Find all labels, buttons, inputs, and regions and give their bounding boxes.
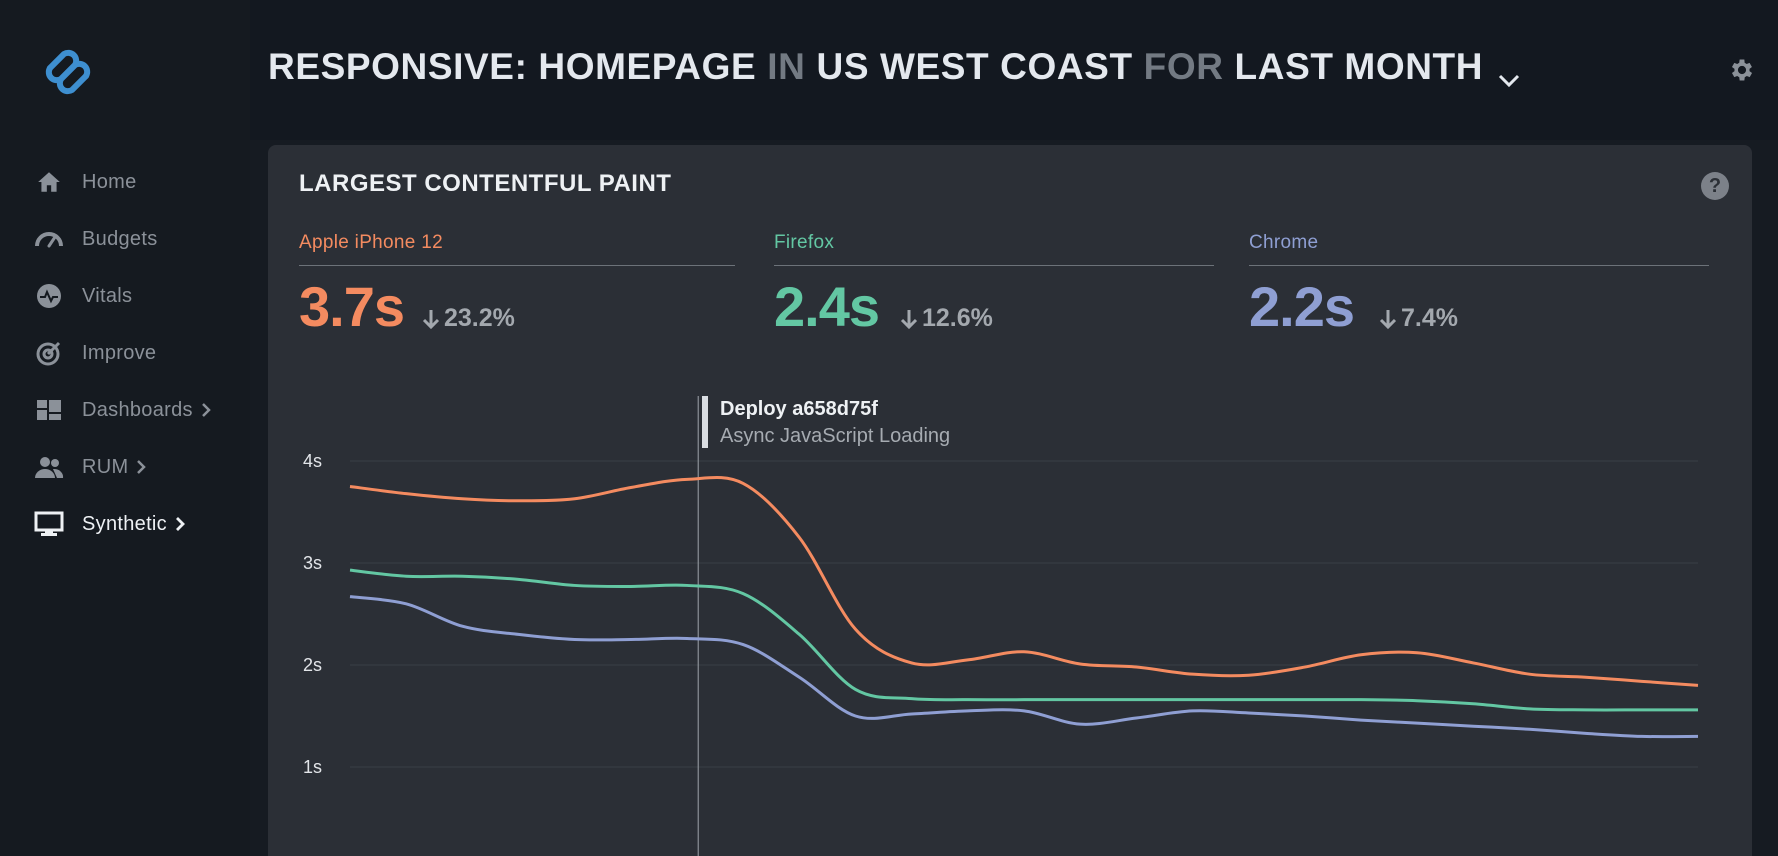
metric-value: 2.2s [1249,275,1355,338]
pulse-icon [34,281,64,311]
sidebar-item-label: Synthetic [82,512,167,535]
help-icon[interactable]: ? [1701,172,1729,200]
logo-icon[interactable] [36,40,100,104]
metric-delta-value: 12.6% [922,304,993,332]
divider [299,265,735,266]
metric-card: Apple iPhone 12 3.7s 23.2% [299,232,735,338]
title-connector-for: FOR [1143,46,1224,87]
page-title[interactable]: RESPONSIVE: HOMEPAGE IN US WEST COAST FO… [268,46,1521,88]
metric-name: Apple iPhone 12 [299,232,443,253]
gear-icon[interactable] [1728,56,1756,84]
chevron-down-icon[interactable] [1497,57,1521,88]
home-icon [34,167,64,197]
series-line-chrome[interactable] [349,595,1699,739]
arrow-down-icon [1379,309,1397,329]
deploy-marker[interactable] [702,396,708,448]
metric-value: 3.7s [299,275,405,338]
chevron-right-icon [136,457,150,477]
metric-card: Chrome 2.2s 7.4% [1249,232,1709,338]
y-tick-label: 3s [303,553,322,573]
title-region: US WEST COAST [816,46,1133,87]
monitor-icon [34,509,64,539]
deploy-subtitle: Async JavaScript Loading [720,425,951,447]
y-tick-label: 4s [303,451,322,471]
metric-delta: 23.2% [422,304,515,333]
sidebar-item-synthetic[interactable]: Synthetic [34,504,244,544]
series-line-apple-iphone-12[interactable] [349,476,1699,687]
metric-value: 2.4s [774,275,880,338]
sidebar-item-dashboards[interactable]: Dashboards [34,390,244,430]
metric-name: Firefox [774,232,835,253]
dashboard-icon [34,395,64,425]
series-line-firefox[interactable] [349,568,1698,712]
sidebar-item-label: RUM [82,455,129,478]
chevron-right-icon [175,514,189,534]
metric-name: Chrome [1249,232,1319,253]
divider [774,265,1214,266]
arrow-down-icon [900,309,918,329]
sidebar-item-home[interactable]: Home [34,162,244,202]
chevron-right-icon [201,400,215,420]
title-connector-in: IN [767,46,806,87]
sidebar-item-vitals[interactable]: Vitals [34,276,244,316]
deploy-title: Deploy a658d75f [720,398,878,420]
arrow-down-icon [422,309,440,329]
sidebar-item-rum[interactable]: RUM [34,447,244,487]
users-icon [34,452,64,482]
y-tick-label: 1s [303,757,322,777]
sidebar: Home Budgets Vitals Improve Dashboards [0,0,250,856]
metric-delta: 12.6% [900,304,993,333]
panel-title: LARGEST CONTENTFUL PAINT [299,170,672,197]
sidebar-item-label: Vitals [82,284,133,307]
divider [1249,265,1709,266]
gauge-icon [34,224,64,254]
sidebar-item-label: Budgets [82,227,158,250]
sidebar-item-improve[interactable]: Improve [34,333,244,373]
target-icon [34,338,64,368]
sidebar-item-label: Improve [82,341,157,364]
y-tick-label: 2s [303,655,322,675]
metric-card: Firefox 2.4s 12.6% [774,232,1214,338]
sidebar-item-budgets[interactable]: Budgets [34,219,244,259]
metric-delta: 7.4% [1379,304,1458,333]
metric-delta-value: 23.2% [444,304,515,332]
metric-delta-value: 7.4% [1401,304,1458,332]
title-page: RESPONSIVE: HOMEPAGE [268,46,757,87]
sidebar-item-label: Home [82,170,137,193]
sidebar-item-label: Dashboards [82,398,193,421]
page-header: RESPONSIVE: HOMEPAGE IN US WEST COAST FO… [250,0,1778,140]
title-period: LAST MONTH [1234,46,1484,87]
